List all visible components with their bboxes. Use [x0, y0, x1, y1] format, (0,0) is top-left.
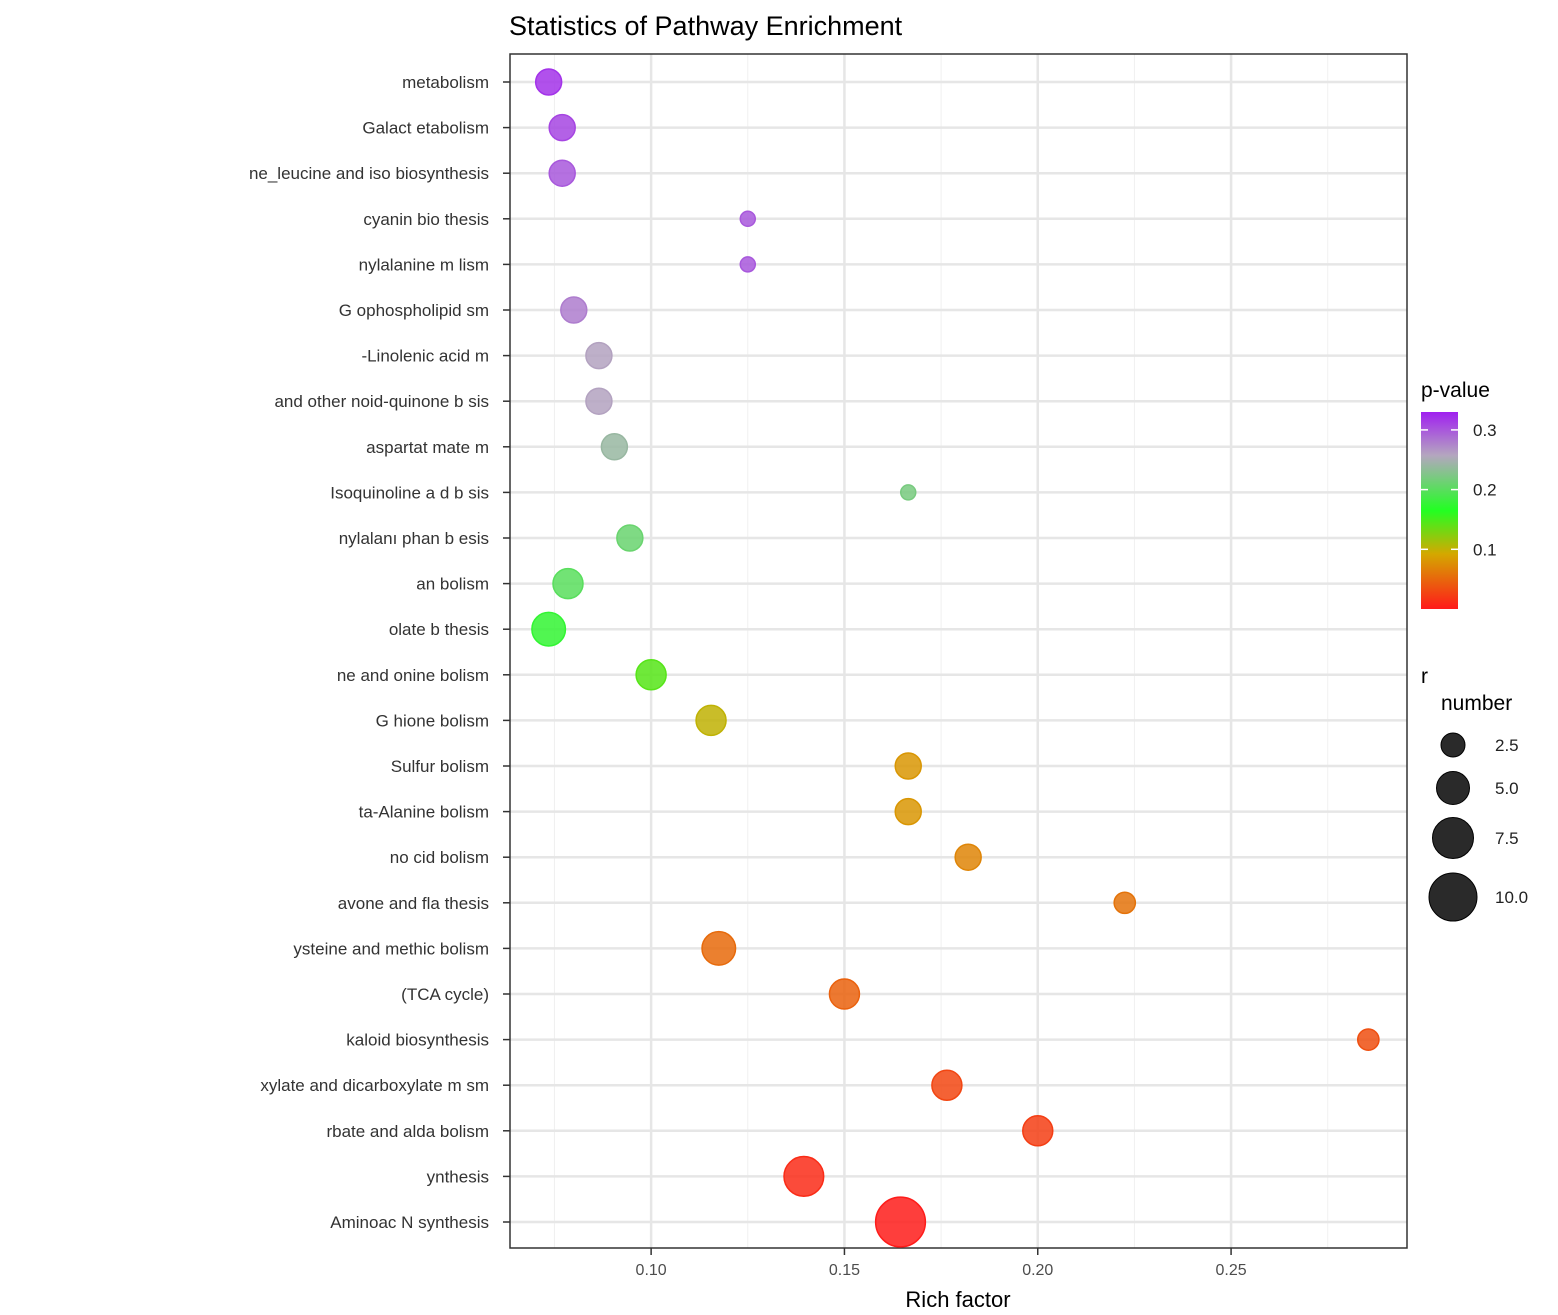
- data-point: [739, 256, 757, 273]
- size-legend-circle: [1440, 732, 1466, 758]
- y-tick-label: -Linolenic acid m: [361, 347, 489, 366]
- y-tick-label: olate b thesis: [389, 620, 489, 639]
- y-tick-label: G ophospholipid sm: [339, 301, 489, 320]
- data-point: [585, 387, 613, 415]
- data-points: [531, 68, 1380, 1248]
- data-point: [954, 843, 982, 871]
- x-tick-label: 0.15: [829, 1262, 860, 1279]
- size-legend-label: 2.5: [1495, 736, 1519, 755]
- data-point: [531, 611, 567, 647]
- y-tick-label: ynthesis: [427, 1167, 489, 1186]
- size-legend-label: 5.0: [1495, 779, 1519, 798]
- y-tick-label: and other noid-quinone b sis: [274, 392, 489, 411]
- y-tick-label: aspartat mate m: [366, 438, 489, 457]
- y-tick-label: nylalanı phan b esis: [339, 529, 489, 548]
- data-point: [894, 752, 922, 780]
- color-legend-label: 0.3: [1473, 421, 1497, 440]
- data-point: [552, 567, 584, 600]
- y-tick-label: G hione bolism: [376, 711, 489, 730]
- y-tick-label: avone and fla thesis: [338, 894, 489, 913]
- y-tick-label: kaloid biosynthesis: [346, 1031, 489, 1050]
- y-tick-label: xylate and dicarboxylate m sm: [260, 1076, 489, 1095]
- y-tick-label: Galact etabolism: [362, 119, 489, 138]
- y-tick-label: no cid bolism: [390, 848, 489, 867]
- y-tick-label: nylalanine m lism: [359, 255, 489, 274]
- data-point: [534, 68, 563, 96]
- data-point: [899, 484, 917, 501]
- y-tick-label: an bolism: [416, 575, 489, 594]
- size-legend-label: 7.5: [1495, 829, 1519, 848]
- y-tick-label: cyanin bio thesis: [363, 210, 489, 229]
- data-point: [1022, 1115, 1054, 1147]
- size-legend-circle: [1428, 872, 1478, 922]
- data-point: [548, 113, 576, 142]
- color-legend-title: p-value: [1421, 379, 1490, 402]
- y-tick-label: ne and onine bolism: [337, 666, 489, 685]
- data-point: [701, 930, 737, 966]
- size-legend-circle: [1436, 771, 1470, 805]
- data-point: [739, 210, 757, 228]
- y-tick-label: metabolism: [402, 73, 489, 92]
- data-point: [600, 433, 629, 461]
- size-legend-label: 10.0: [1495, 888, 1528, 907]
- size-legend-stray-text: r: [1421, 665, 1428, 688]
- color-legend-label: 0.1: [1473, 540, 1497, 559]
- x-axis-title: Rich factor: [905, 1287, 1010, 1312]
- color-legend-bar: [1421, 412, 1458, 609]
- data-point: [635, 659, 667, 691]
- y-tick-label: ta-Alanine bolism: [359, 803, 489, 822]
- size-legend: r number 2.5 5.0 7.5 10.0: [1421, 665, 1528, 922]
- x-tick-label: 0.20: [1022, 1262, 1053, 1279]
- y-axis: metabolism Galact etabolism ne_leucine and…: [249, 73, 510, 1232]
- data-point: [1113, 891, 1137, 915]
- data-point: [585, 341, 613, 370]
- y-tick-label: Aminoac N synthesis: [330, 1213, 489, 1232]
- data-point: [894, 797, 922, 826]
- y-tick-label: Sulfur bolism: [391, 757, 489, 776]
- y-tick-label: Isoquinoline a d b sis: [330, 483, 489, 502]
- chart-title: Statistics of Pathway Enrichment: [509, 11, 903, 41]
- color-legend-label: 0.2: [1473, 481, 1497, 500]
- y-tick-label: ysteine and methic bolism: [293, 939, 489, 958]
- x-axis: 0.10 0.15 0.20 0.25: [636, 1248, 1247, 1279]
- x-tick-label: 0.25: [1216, 1262, 1247, 1279]
- plot-panel-border: [509, 53, 1408, 1249]
- data-point: [695, 704, 727, 737]
- data-point: [931, 1069, 963, 1101]
- y-tick-label: (TCA cycle): [401, 985, 489, 1004]
- color-legend: p-value 0.3 0.2 0.1: [1421, 379, 1497, 609]
- size-legend-circle: [1432, 817, 1474, 859]
- data-point: [874, 1196, 927, 1248]
- data-point: [616, 524, 644, 552]
- data-point: [783, 1155, 825, 1197]
- data-point: [560, 296, 588, 324]
- size-legend-title: number: [1441, 692, 1512, 715]
- y-tick-label: rbate and alda bolism: [326, 1122, 489, 1141]
- data-point: [548, 159, 576, 187]
- grid: [510, 54, 1407, 1248]
- data-point: [828, 978, 861, 1010]
- x-tick-label: 0.10: [636, 1262, 667, 1279]
- data-point: [1356, 1028, 1380, 1051]
- y-tick-label: ne_leucine and iso biosynthesis: [249, 164, 489, 183]
